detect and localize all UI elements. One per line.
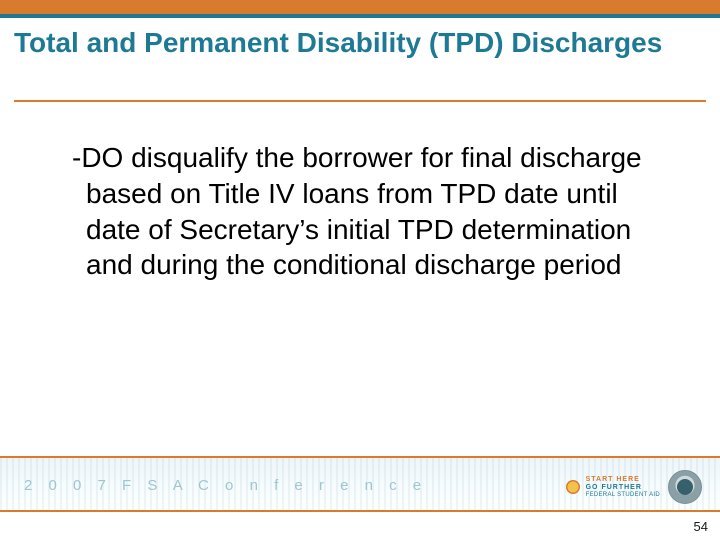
- slide-title: Total and Permanent Disability (TPD) Dis…: [14, 26, 706, 59]
- page-number: 54: [694, 519, 708, 534]
- logo-line3: FEDERAL STUDENT AID: [586, 492, 660, 499]
- title-underline: [14, 100, 706, 102]
- body-text: -DO disqualify the borrower for final di…: [62, 140, 662, 283]
- top-orange-bar: [0, 0, 720, 14]
- body-bullet: -DO disqualify the borrower for final di…: [62, 140, 662, 283]
- top-teal-accent: [0, 14, 720, 18]
- slide: Total and Permanent Disability (TPD) Dis…: [0, 0, 720, 540]
- logo-line1: START HERE: [586, 476, 660, 484]
- start-here-text: START HERE GO FURTHER FEDERAL STUDENT AI…: [586, 476, 660, 499]
- logo-line2: GO FURTHER: [586, 484, 660, 492]
- compass-icon: [566, 480, 580, 494]
- footer-logo-group: START HERE GO FURTHER FEDERAL STUDENT AI…: [566, 470, 702, 504]
- seal-icon: [668, 470, 702, 504]
- start-here-logo: START HERE GO FURTHER FEDERAL STUDENT AI…: [566, 476, 660, 499]
- conference-label: 2 0 0 7 F S A C o n f e r e n c e: [24, 477, 427, 494]
